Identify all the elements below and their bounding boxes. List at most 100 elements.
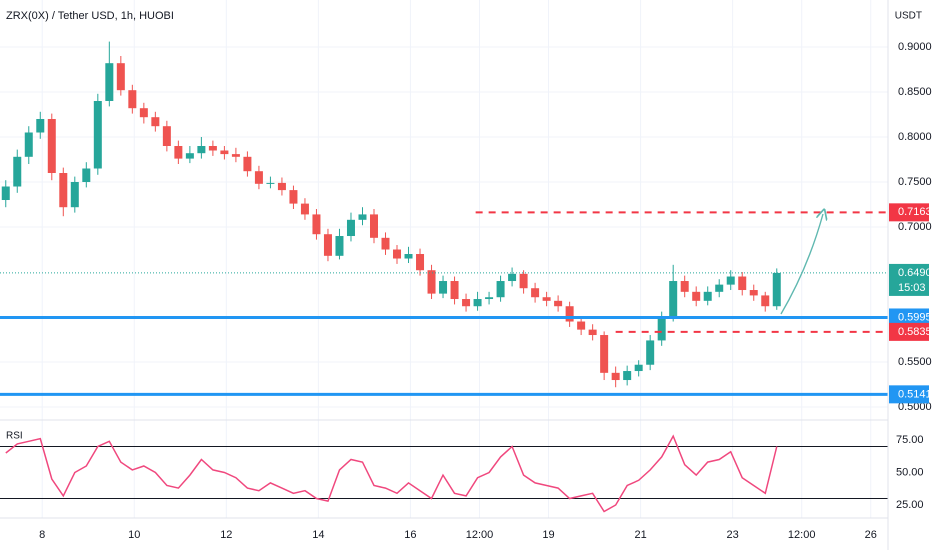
x-tick-label: 10 (128, 529, 140, 541)
candle-body (726, 276, 735, 285)
level-label-bg (889, 308, 929, 327)
axis-labels: 0.9000 0.8500 0.8000 0.7500 0.7000 0.5500 0.50… (39, 41, 932, 541)
candle-body (151, 117, 160, 127)
candle-body (59, 173, 68, 208)
candle-body (162, 126, 171, 147)
candle-body (600, 335, 609, 373)
candle-body (749, 290, 758, 296)
candle-body (427, 270, 436, 294)
y-tick-label: 0.5500 (898, 356, 932, 368)
candle-body (439, 281, 448, 294)
candle-body (450, 281, 459, 300)
countdown-label: 15:03 (898, 282, 926, 294)
candle-body (692, 291, 701, 301)
candle-body (634, 364, 643, 372)
candle-body (577, 321, 586, 330)
x-tick-label: 14 (312, 529, 324, 541)
candle-body (128, 90, 137, 109)
x-tick-label: 16 (404, 529, 416, 541)
last-price-bg (889, 263, 929, 296)
candle-body (657, 317, 666, 341)
candle-body (231, 154, 240, 157)
level-label: 0.7163 (898, 206, 932, 218)
candle-body (254, 171, 263, 184)
level-label: 0.5995 (898, 311, 932, 323)
candle-body (13, 156, 22, 187)
candle-body (369, 214, 378, 238)
candle-body (669, 281, 678, 318)
candle-body (1, 186, 10, 201)
candle-body (93, 100, 102, 169)
candle-body (266, 182, 275, 184)
x-tick-label: 8 (39, 529, 45, 541)
candle-body (565, 306, 574, 322)
candle-body (542, 297, 551, 301)
candle-body (462, 299, 471, 307)
x-tick-label: 23 (727, 529, 739, 541)
candle-body (393, 249, 402, 259)
candle-body (772, 272, 781, 307)
level-label-bg (889, 322, 929, 341)
y-tick-label: 0.7000 (898, 221, 932, 233)
candle-body (24, 132, 33, 157)
y-tick-label: 0.5000 (898, 401, 932, 413)
x-tick-label: 12 (220, 529, 232, 541)
x-tick-label: 26 (865, 529, 877, 541)
candle-body (738, 276, 747, 291)
candle-body (381, 237, 390, 250)
candle-body (554, 300, 563, 307)
candle-body (47, 118, 56, 174)
y-tick-label: 50.00 (896, 466, 924, 478)
candle-body (36, 118, 45, 133)
candle-body (335, 236, 344, 256)
candle-body (70, 182, 79, 208)
y-tick-label: 0.7500 (898, 176, 932, 188)
level-label-bg (889, 203, 929, 222)
candle-body (277, 182, 286, 191)
level-label-bg (889, 385, 929, 404)
candle-body (323, 234, 332, 256)
candle-body (416, 254, 425, 271)
candle-body (208, 146, 217, 151)
marks (0, 41, 888, 513)
candle-body (300, 203, 309, 215)
candle-body (358, 214, 367, 220)
y-tick-label: 0.9000 (898, 41, 932, 53)
candle-body (623, 371, 632, 381)
candle-body (496, 281, 505, 298)
candle-body (519, 273, 528, 289)
level-label: 0.5141 (898, 388, 932, 400)
x-tick-label: 21 (634, 529, 646, 541)
rsi-title: RSI (6, 431, 23, 442)
candle-body (312, 214, 321, 235)
candle-body (105, 63, 114, 101)
y-tick-label: 0.8500 (898, 86, 932, 98)
level-label: 0.5835 (898, 326, 932, 338)
candle-body (680, 281, 689, 292)
candle-body (139, 108, 148, 118)
candle-body (220, 150, 229, 155)
y-tick-label: 0.8000 (898, 131, 932, 143)
candle-body (185, 153, 194, 159)
arrow-annotation (780, 214, 823, 315)
candle-body (82, 168, 91, 183)
candle-body (485, 297, 494, 300)
candle-body (174, 146, 183, 159)
x-tick-label: 12:00 (788, 529, 816, 541)
candle-body (761, 295, 770, 307)
x-tick-label: 12:00 (466, 529, 494, 541)
y-tick-label: 25.00 (896, 499, 924, 511)
rsi-line (5, 434, 778, 513)
candle-body (508, 273, 517, 282)
candle-body (243, 156, 252, 172)
candle-body (197, 146, 206, 154)
candle-body (346, 219, 355, 237)
grid (0, 0, 888, 518)
candle-body (473, 299, 482, 307)
candle-body (715, 284, 724, 292)
candle-body (404, 254, 413, 259)
chart-title: ZRX(0X) / Tether USD, 1h, HUOBI (6, 10, 174, 22)
candle-body (289, 190, 298, 204)
candle-body (646, 340, 655, 365)
